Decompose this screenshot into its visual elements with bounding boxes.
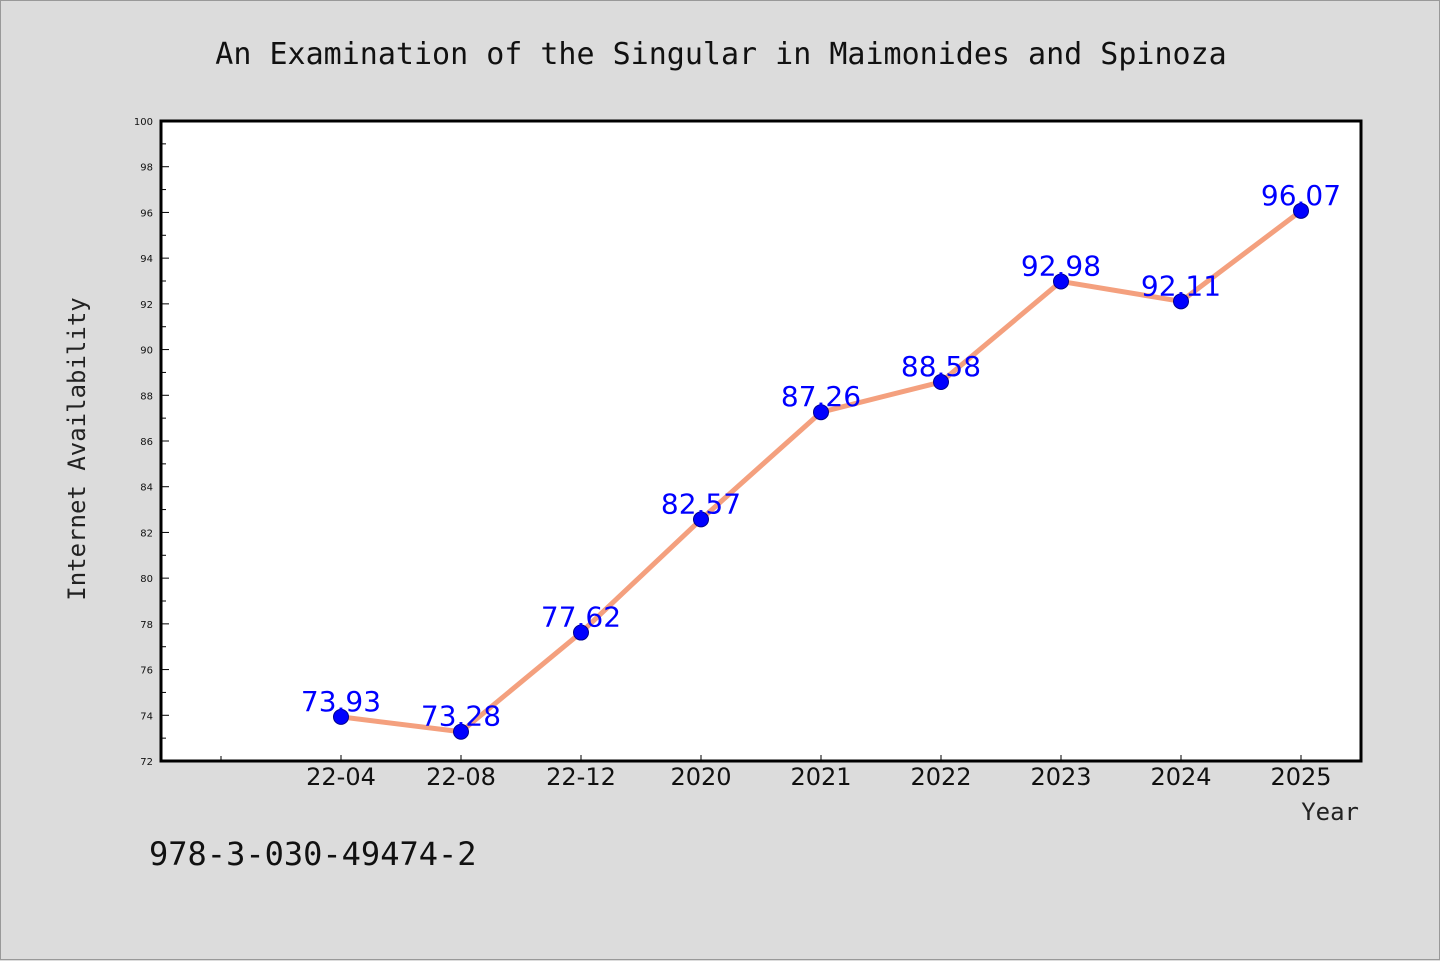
data-label: 92.98 xyxy=(1021,249,1101,282)
y-tick-label: 96 xyxy=(140,208,153,219)
data-point xyxy=(933,374,949,391)
data-label: 82.57 xyxy=(661,487,741,520)
y-tick-label: 86 xyxy=(140,437,153,448)
data-point xyxy=(693,511,709,528)
x-tick-label: 22-08 xyxy=(426,763,496,791)
isbn-footer: 978-3-030-49474-2 xyxy=(149,835,477,873)
y-tick-label: 100 xyxy=(134,117,153,128)
y-tick-label: 94 xyxy=(140,254,153,265)
y-tick-label: 74 xyxy=(140,711,153,722)
data-point xyxy=(1173,293,1189,310)
data-label: 87.26 xyxy=(781,380,861,413)
y-tick-label: 84 xyxy=(140,483,153,494)
chart-title: An Examination of the Singular in Maimon… xyxy=(215,37,1226,72)
y-tick-label: 88 xyxy=(140,391,153,402)
x-tick-label: 2021 xyxy=(790,763,851,791)
y-axis-ticks: 72 74 76 78 80 82 84 86 88 90 92 94 96 98 100 xyxy=(134,117,169,768)
x-tick-label: 22-04 xyxy=(306,763,376,791)
x-tick-label: 2020 xyxy=(670,763,731,791)
y-axis-label: Internet Availability xyxy=(63,297,91,600)
x-axis-ticks: 22-04 22-08 22-12 2020 2021 2022 2023 2024 2025 xyxy=(220,755,1332,791)
data-label: 88.58 xyxy=(901,350,981,383)
data-point xyxy=(453,723,469,740)
y-tick-label: 90 xyxy=(140,346,153,357)
data-point xyxy=(333,708,349,725)
x-tick-label: 22-12 xyxy=(546,763,616,791)
y-tick-label: 98 xyxy=(140,163,153,174)
x-tick-label: 2024 xyxy=(1150,763,1211,791)
y-tick-label: 92 xyxy=(140,300,153,311)
plot-border xyxy=(159,119,1363,763)
y-tick-label: 72 xyxy=(140,757,153,768)
data-label: 73.28 xyxy=(421,700,501,733)
data-point xyxy=(1053,273,1069,290)
data-label: 77.62 xyxy=(541,601,621,634)
data-point xyxy=(813,404,829,421)
plot-area xyxy=(161,121,1361,761)
y-tick-label: 82 xyxy=(140,528,153,539)
data-label: 92.11 xyxy=(1141,269,1221,302)
x-tick-label: 2022 xyxy=(910,763,971,791)
data-point xyxy=(573,624,589,641)
y-tick-label: 80 xyxy=(140,574,153,585)
y-tick-label: 76 xyxy=(140,666,153,677)
data-label-layer: 73.93 73.28 77.62 82.57 87.26 88.58 92.98 92.11… xyxy=(301,179,1341,733)
data-label: 73.93 xyxy=(301,685,381,718)
data-point xyxy=(1293,202,1309,219)
series-layer xyxy=(333,202,1309,740)
x-axis-label: Year xyxy=(1301,798,1359,826)
x-tick-label: 2023 xyxy=(1030,763,1091,791)
data-label: 96.07 xyxy=(1261,179,1341,212)
x-tick-label: 2025 xyxy=(1270,763,1331,791)
y-tick-label: 78 xyxy=(140,620,153,631)
